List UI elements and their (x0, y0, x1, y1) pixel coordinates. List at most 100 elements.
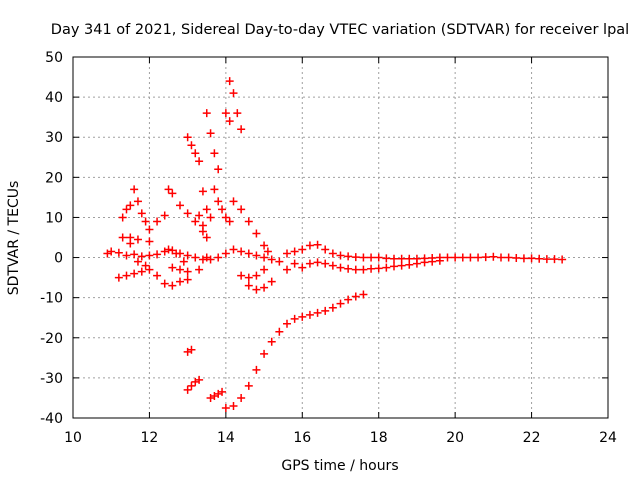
y-axis-label: SDTVAR / TECUs (6, 181, 22, 296)
data-point-early-tracks (179, 257, 188, 266)
data-point-rising-arc (344, 295, 353, 304)
x-tick-label: 24 (599, 430, 617, 446)
data-point-early-tracks (133, 235, 142, 244)
data-point-steep-tracks (210, 185, 219, 194)
data-point-steep-tracks (290, 259, 299, 268)
data-point-steep-tracks (267, 277, 276, 286)
data-point-early-tracks (164, 245, 173, 254)
data-point-baseline (497, 253, 505, 262)
data-point-early-tracks (145, 237, 154, 246)
data-point-baseline (244, 249, 253, 258)
data-point-steep-tracks (206, 129, 215, 138)
data-point-steep-tracks (260, 283, 269, 292)
data-point-baseline (221, 249, 230, 258)
data-point-early-tracks (126, 233, 135, 242)
data-point-rising-arc (260, 349, 269, 358)
data-point-baseline (458, 253, 467, 262)
x-axis-label: GPS time / hours (281, 458, 398, 474)
data-point-baseline (367, 253, 376, 262)
data-point-steep-tracks (214, 165, 223, 174)
data-point-baseline (283, 249, 291, 258)
data-point-early-tracks (168, 281, 177, 290)
y-tick-label: 30 (45, 130, 63, 146)
data-point-steep-tracks (183, 133, 192, 142)
data-point-rising-arc (313, 308, 322, 317)
data-point-lower-plateau (351, 265, 360, 274)
data-point-early-tracks (130, 269, 139, 278)
y-tick-label: 0 (54, 251, 63, 267)
data-point-lower-plateau (313, 258, 322, 267)
data-point-baseline (519, 254, 528, 263)
data-point-early-tracks (183, 275, 192, 284)
data-point-rising-arc (336, 299, 345, 308)
data-point-lower-plateau (344, 264, 353, 273)
data-point-baseline (344, 252, 353, 261)
data-point-steep-tracks (187, 141, 196, 150)
x-tick-label: 12 (141, 430, 159, 446)
data-point-baseline (382, 254, 391, 263)
data-point-steep-tracks (218, 387, 227, 396)
data-point-early-tracks (122, 271, 131, 280)
y-tick-label: 40 (45, 90, 63, 106)
data-point-lower-plateau (420, 258, 429, 267)
data-point-rising-arc (221, 403, 230, 412)
y-tick-label: -20 (40, 331, 63, 347)
plot-border (72, 56, 609, 419)
data-point-steep-tracks (225, 77, 234, 86)
data-point-baseline (489, 252, 498, 261)
data-point-lower-plateau (405, 260, 414, 269)
data-point-early-tracks (160, 211, 169, 220)
data-point-lower-plateau (382, 263, 391, 272)
data-point-rising-arc (298, 312, 307, 321)
data-point-baseline (481, 253, 490, 262)
data-point-early-tracks (183, 267, 192, 276)
data-point-rising-arc (244, 381, 253, 390)
data-point-rising-arc (252, 365, 261, 374)
data-point-early-tracks (176, 265, 184, 274)
data-point-steep-tracks (195, 375, 204, 384)
data-point-early-tracks (145, 265, 154, 274)
data-point-steep-tracks (237, 205, 246, 214)
data-point-steep-tracks (252, 229, 261, 238)
data-point-early-tracks (130, 185, 139, 194)
data-point-steep-tracks (206, 213, 215, 222)
data-point-baseline (107, 247, 116, 256)
data-point-lower-plateau (367, 264, 376, 273)
data-point-early-tracks (153, 271, 162, 280)
data-point-early-tracks (153, 217, 162, 226)
data-point-baseline (397, 254, 406, 263)
data-point-baseline (558, 255, 567, 264)
data-point-lower-plateau (336, 263, 345, 272)
data-point-lower-plateau (435, 256, 444, 265)
data-point-early-tracks (168, 189, 177, 198)
data-point-baseline (267, 255, 276, 264)
data-point-baseline (313, 240, 322, 249)
data-point-rising-arc (328, 303, 337, 312)
data-point-steep-tracks (214, 197, 223, 206)
data-point-baseline (512, 253, 521, 262)
data-point-steep-tracks (237, 125, 246, 134)
data-point-baseline (374, 253, 383, 262)
data-point-lower-plateau (298, 263, 307, 272)
data-point-steep-tracks (195, 157, 204, 166)
data-point-steep-tracks (244, 281, 253, 290)
x-tick-label: 14 (217, 430, 235, 446)
y-tick-label: 20 (45, 170, 63, 186)
data-point-rising-arc (305, 310, 314, 319)
data-point-steep-tracks (252, 271, 261, 280)
data-point-baseline (183, 251, 192, 260)
data-point-baseline (336, 251, 345, 260)
data-point-early-tracks (133, 197, 142, 206)
data-point-steep-tracks (202, 109, 211, 118)
y-tick-label: 50 (45, 50, 63, 66)
data-point-steep-tracks (260, 265, 269, 274)
x-tick-label: 22 (523, 430, 541, 446)
data-point-early-tracks (137, 209, 146, 218)
data-point-baseline (137, 252, 146, 261)
data-point-rising-arc (237, 393, 246, 402)
data-point-rising-arc (229, 401, 238, 410)
data-point-steep-tracks (244, 217, 253, 226)
data-point-steep-tracks (221, 109, 230, 118)
y-tick-label: 10 (45, 210, 63, 226)
